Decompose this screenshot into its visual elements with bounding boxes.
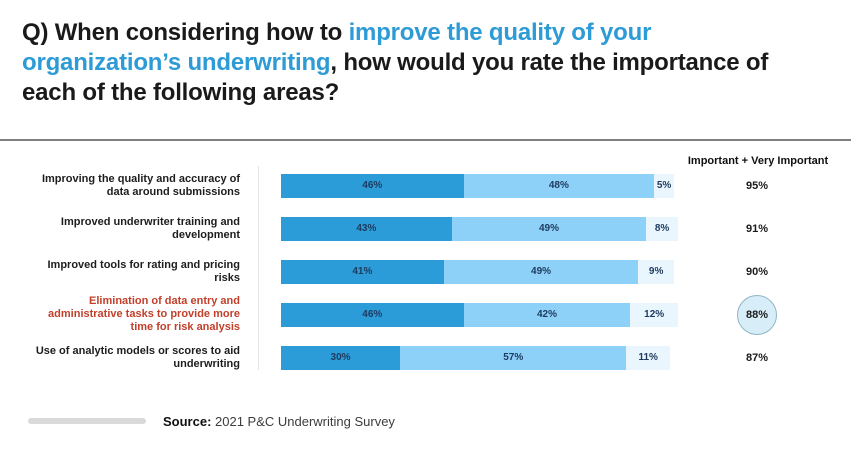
bar-segment-important: 42% xyxy=(463,302,631,327)
title-post: , how would you rate the importance of e… xyxy=(22,49,769,106)
total-value: 88% xyxy=(745,308,769,321)
bar-segment-very-important: 30% xyxy=(281,345,401,370)
stacked-bar: 46% 48% 5% xyxy=(281,173,678,198)
stacked-bar: 30% 57% 11% xyxy=(281,345,678,370)
chart-row: Improving the quality and accuracy of da… xyxy=(0,164,851,207)
stacked-bar: 41% 49% 9% xyxy=(281,259,678,284)
bar-segment-important: 49% xyxy=(443,259,639,284)
chart-row: Improved underwriter training and develo… xyxy=(0,207,851,250)
stacked-bar-chart: Improving the quality and accuracy of da… xyxy=(0,164,851,379)
bar-segment-very-important: 46% xyxy=(281,302,464,327)
category-label: Use of analytic models or scores to aid … xyxy=(35,344,240,370)
total-value-circled: 88% xyxy=(678,294,836,335)
category-label-highlighted: Elimination of data entry and administra… xyxy=(48,295,240,333)
bar-segment-neutral: 9% xyxy=(638,259,674,284)
chart-row: Improved tools for rating and pricing ri… xyxy=(0,250,851,293)
bar-segment-important: 49% xyxy=(451,216,647,241)
total-value: 90% xyxy=(745,265,769,278)
bar-segment-important: 48% xyxy=(463,173,655,198)
source-label: Source: xyxy=(163,414,212,429)
bar-segment-very-important: 46% xyxy=(281,173,464,198)
title-highlight: improve the quality of your organization… xyxy=(22,19,652,76)
bar-segment-neutral: 8% xyxy=(646,216,678,241)
chart-row: Use of analytic models or scores to aid … xyxy=(0,336,851,379)
question-title: Q) When considering how to improve the q… xyxy=(22,18,810,108)
bar-segment-neutral: 5% xyxy=(654,173,674,198)
source-line: Source: 2021 P&C Underwriting Survey xyxy=(163,414,395,429)
category-label: Improving the quality and accuracy of da… xyxy=(41,172,240,198)
right-column-header: Important + Very Important xyxy=(687,155,829,167)
total-value: 95% xyxy=(745,179,769,192)
logo-placeholder-bar xyxy=(28,418,146,424)
chart-row-highlighted: Elimination of data entry and administra… xyxy=(0,293,851,336)
stacked-bar: 43% 49% 8% xyxy=(281,216,678,241)
bar-segment-very-important: 43% xyxy=(281,216,452,241)
total-value: 91% xyxy=(745,222,769,235)
title-pre: Q) When considering how to xyxy=(22,19,349,46)
highlight-circle: 88% xyxy=(737,294,777,335)
label-bar-separator-line xyxy=(258,166,259,370)
bar-segment-neutral: 12% xyxy=(630,302,678,327)
title-divider-line xyxy=(0,139,851,141)
total-value: 87% xyxy=(745,351,769,364)
stacked-bar: 46% 42% 12% xyxy=(281,302,678,327)
bar-segment-neutral: 11% xyxy=(626,345,671,370)
bar-segment-very-important: 41% xyxy=(281,259,444,284)
source-text: 2021 P&C Underwriting Survey xyxy=(211,414,395,429)
category-label: Improved underwriter training and develo… xyxy=(60,215,240,241)
category-label: Improved tools for rating and pricing ri… xyxy=(47,258,240,284)
bar-segment-important: 57% xyxy=(400,345,627,370)
